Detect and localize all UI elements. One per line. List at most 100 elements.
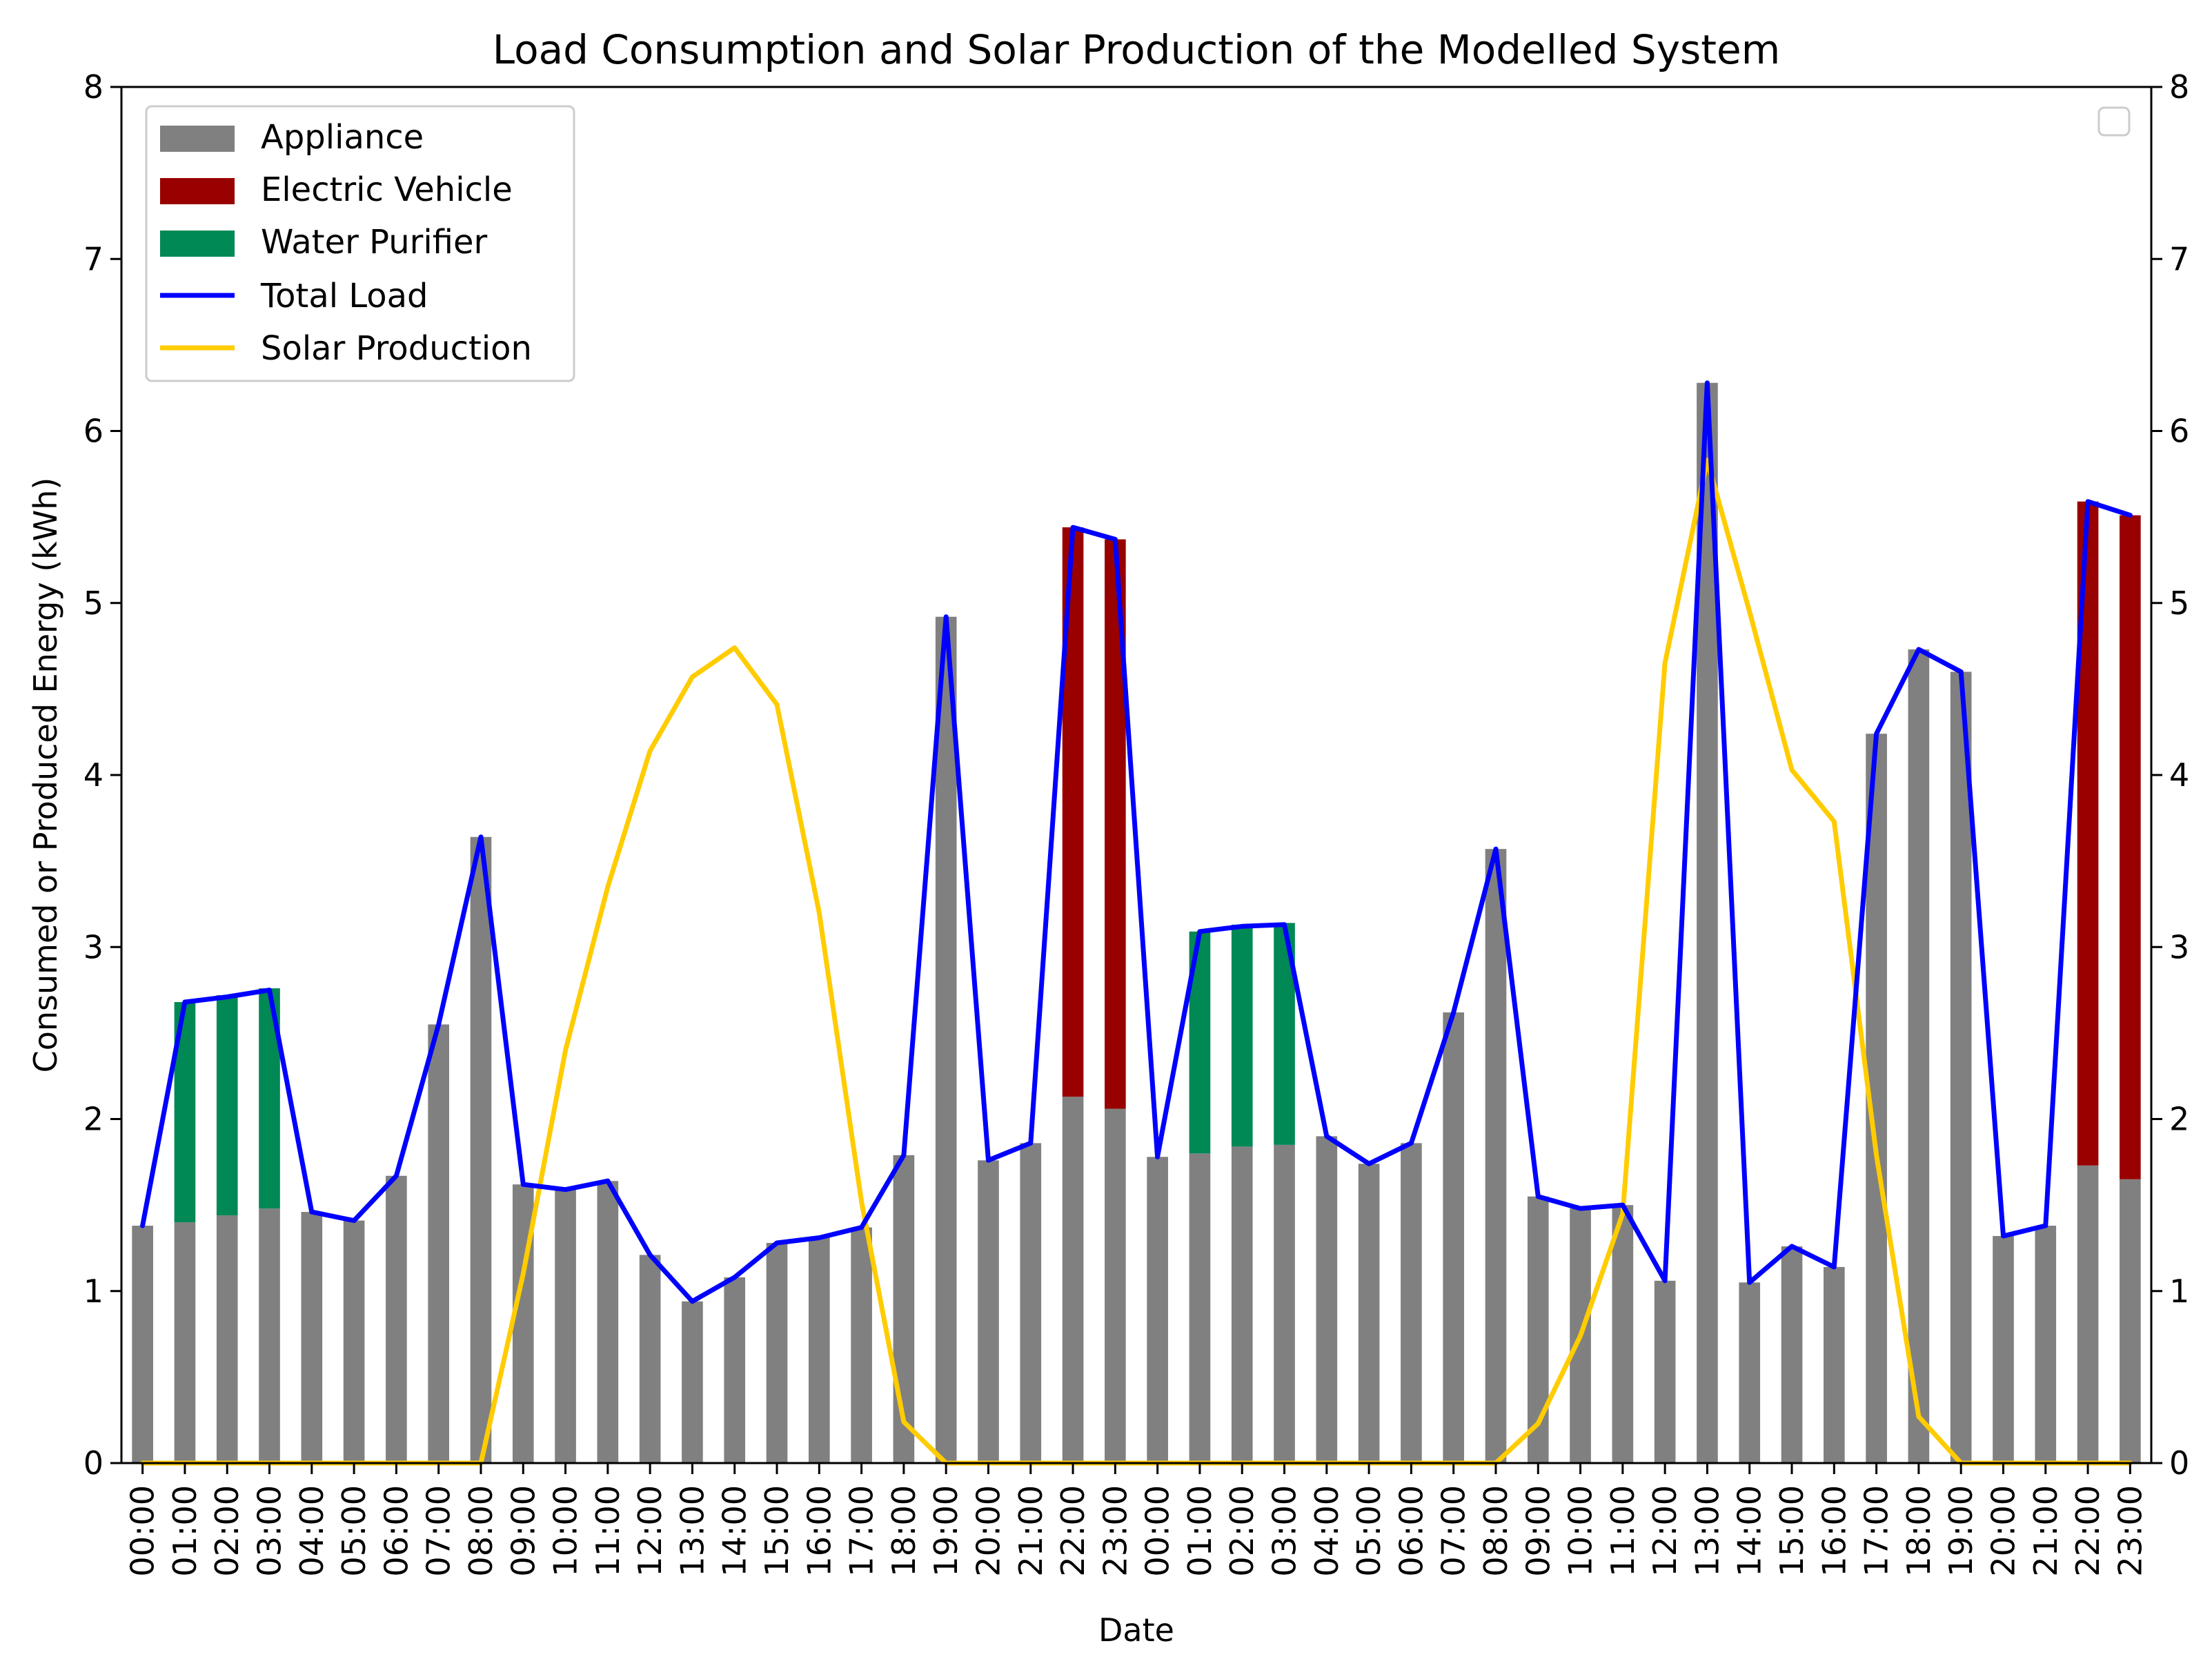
x-tick-label: 12:00	[1646, 1485, 1683, 1577]
bar-appliance	[343, 1220, 365, 1463]
bar-appliance	[1147, 1157, 1168, 1463]
bar-appliance	[682, 1301, 703, 1463]
legend-label-electric-vehicle: Electric Vehicle	[261, 170, 513, 209]
bar-water-purifier	[216, 995, 238, 1216]
left-y-tick-label: 6	[83, 413, 103, 450]
bar-appliance	[1739, 1282, 1761, 1463]
x-tick-label: 13:00	[1688, 1485, 1726, 1577]
x-tick-label: 02:00	[208, 1485, 246, 1577]
bar-appliance	[428, 1024, 450, 1463]
right-y-tick-label: 3	[2169, 928, 2189, 965]
bar-appliance	[597, 1181, 619, 1463]
bar-appliance	[766, 1242, 788, 1463]
bar-appliance	[1316, 1136, 1338, 1463]
bar-appliance	[808, 1237, 830, 1463]
legend: Appliance Electric Vehicle Water Purifie…	[145, 105, 575, 382]
bar-appliance	[1950, 671, 1972, 1464]
empty-legend-box	[2097, 106, 2131, 137]
x-tick-label: 18:00	[885, 1485, 922, 1577]
bar-appliance	[978, 1160, 999, 1463]
x-tick-label: 11:00	[1604, 1485, 1641, 1577]
x-tick-label: 07:00	[420, 1485, 457, 1577]
bar-appliance	[301, 1212, 323, 1463]
bar-appliance	[1908, 649, 1930, 1463]
x-tick-label: 16:00	[1815, 1485, 1853, 1577]
x-tick-label: 19:00	[927, 1485, 965, 1577]
x-tick-label: 20:00	[1984, 1485, 2022, 1577]
bar-appliance	[1612, 1205, 1634, 1463]
x-tick-label: 17:00	[1858, 1485, 1895, 1577]
x-tick-label: 13:00	[673, 1485, 711, 1577]
x-tick-label: 15:00	[1773, 1485, 1810, 1577]
bar-appliance	[259, 1208, 280, 1463]
x-tick-label: 00:00	[1139, 1485, 1176, 1577]
chart-title: Load Consumption and Solar Production of…	[493, 26, 1780, 73]
bar-appliance	[639, 1255, 661, 1463]
bar-appliance	[216, 1215, 238, 1463]
right-y-axis: 0 1 2 3 4 5 6 7 8	[2151, 68, 2189, 1482]
x-tick-label: 18:00	[1900, 1485, 1937, 1577]
x-tick-label: 00:00	[124, 1485, 161, 1577]
bar-appliance	[470, 836, 492, 1463]
bar-appliance	[2077, 1165, 2099, 1463]
bar-appliance	[1993, 1235, 2014, 1463]
x-tick-label: 23:00	[1096, 1485, 1134, 1577]
right-y-tick-label: 7	[2169, 240, 2189, 277]
legend-swatch-appliance	[160, 126, 235, 152]
bar-electric-vehicle	[2120, 515, 2141, 1179]
left-y-tick-label: 5	[83, 585, 103, 622]
legend-label-appliance: Appliance	[261, 118, 424, 157]
x-tick-label: 04:00	[1308, 1485, 1345, 1577]
x-tick-label: 07:00	[1435, 1485, 1472, 1577]
left-y-tick-label: 1	[83, 1273, 103, 1310]
right-y-tick-label: 2	[2169, 1101, 2189, 1138]
legend-label-water-purifier: Water Purifier	[261, 223, 488, 262]
x-tick-label: 11:00	[589, 1485, 626, 1577]
x-tick-label: 23:00	[2111, 1485, 2149, 1577]
x-tick-label: 16:00	[800, 1485, 838, 1577]
legend-swatch-water-purifier	[160, 231, 235, 257]
x-tick-label: 17:00	[843, 1485, 880, 1577]
bar-appliance	[935, 616, 957, 1464]
bar-appliance	[1274, 1144, 1295, 1463]
x-tick-label: 12:00	[631, 1485, 669, 1577]
x-tick-label: 19:00	[1942, 1485, 1979, 1577]
bar-appliance	[132, 1226, 153, 1463]
bar-appliance	[174, 1222, 196, 1463]
x-tick-label: 06:00	[1392, 1485, 1430, 1577]
bar-appliance	[1189, 1153, 1211, 1463]
bar-appliance	[1654, 1280, 1676, 1463]
x-axis-title: Date	[1098, 1611, 1174, 1649]
right-y-tick-label: 1	[2169, 1273, 2189, 1310]
legend-label-solar-production: Solar Production	[261, 329, 532, 368]
x-tick-label: 09:00	[1519, 1485, 1557, 1577]
x-tick-label: 15:00	[758, 1485, 796, 1577]
bar-appliance	[1358, 1164, 1380, 1463]
left-y-tick-label: 4	[83, 756, 103, 794]
left-y-tick-label: 7	[83, 240, 103, 277]
bar-appliance	[1823, 1266, 1845, 1463]
bar-appliance	[386, 1175, 407, 1463]
x-tick-label: 08:00	[1477, 1485, 1514, 1577]
bar-appliance	[1485, 849, 1507, 1463]
left-y-tick-label: 8	[83, 68, 103, 106]
x-tick-label: 14:00	[716, 1485, 753, 1577]
bar-appliance	[1401, 1143, 1422, 1463]
legend-frame	[145, 105, 575, 382]
bar-appliance	[2035, 1226, 2057, 1463]
x-tick-label: 21:00	[1012, 1485, 1049, 1577]
x-tick-label: 22:00	[2069, 1485, 2106, 1577]
x-axis: 00:00 01:00 02:00 03:00 04:00 05:00 06:00 07:00…	[124, 1463, 2149, 1577]
bar-appliance	[2120, 1179, 2141, 1463]
x-tick-label: 08:00	[462, 1485, 500, 1577]
bar-appliance	[1020, 1143, 1042, 1463]
bar-appliance	[851, 1227, 872, 1463]
left-y-tick-label: 2	[83, 1101, 103, 1138]
x-tick-label: 03:00	[1266, 1485, 1303, 1577]
x-tick-label: 03:00	[251, 1485, 288, 1577]
right-y-tick-label: 4	[2169, 756, 2189, 794]
bar-water-purifier	[1231, 924, 1253, 1147]
x-tick-label: 21:00	[2027, 1485, 2064, 1577]
x-tick-label: 01:00	[166, 1485, 204, 1577]
x-tick-label: 01:00	[1181, 1485, 1218, 1577]
